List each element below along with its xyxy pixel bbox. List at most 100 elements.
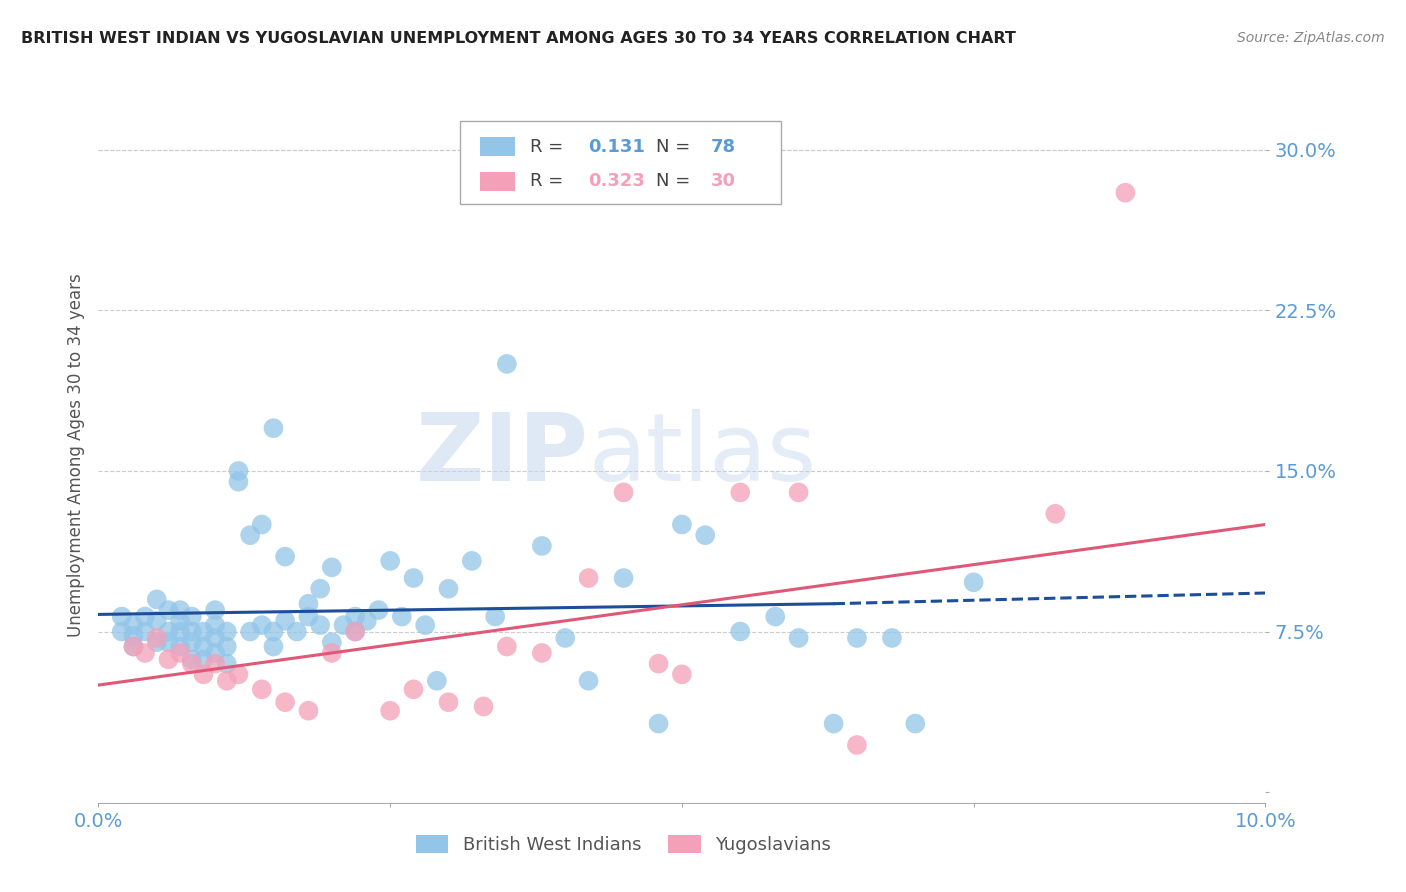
Point: [380, 554, 402, 568]
Point: [262, 640, 284, 654]
Point: [134, 624, 156, 639]
Point: [193, 640, 215, 654]
Point: [215, 657, 238, 671]
Point: [437, 695, 460, 709]
Point: [671, 667, 693, 681]
Point: [157, 624, 180, 639]
Text: 78: 78: [711, 137, 737, 156]
Point: [204, 646, 226, 660]
Point: [321, 646, 343, 660]
Point: [228, 475, 250, 489]
Point: [180, 635, 202, 649]
Point: [962, 575, 984, 590]
Point: [180, 657, 202, 671]
Point: [437, 582, 460, 596]
Point: [880, 631, 903, 645]
Text: 0.323: 0.323: [589, 172, 645, 191]
Point: [297, 609, 319, 624]
Point: [846, 631, 869, 645]
Point: [215, 673, 238, 688]
Point: [157, 652, 180, 666]
Point: [204, 603, 226, 617]
Point: [274, 549, 297, 564]
Legend: British West Indians, Yugoslavians: British West Indians, Yugoslavians: [406, 826, 841, 863]
Point: [344, 624, 367, 639]
Point: [122, 640, 145, 654]
Text: 0.131: 0.131: [589, 137, 645, 156]
Text: BRITISH WEST INDIAN VS YUGOSLAVIAN UNEMPLOYMENT AMONG AGES 30 TO 34 YEARS CORREL: BRITISH WEST INDIAN VS YUGOSLAVIAN UNEMP…: [21, 31, 1017, 46]
Point: [193, 652, 215, 666]
Point: [228, 464, 250, 478]
Point: [846, 738, 869, 752]
Point: [321, 635, 343, 649]
FancyBboxPatch shape: [460, 121, 782, 204]
Point: [763, 609, 786, 624]
Point: [297, 704, 319, 718]
Bar: [479, 137, 515, 156]
Point: [250, 517, 273, 532]
Point: [402, 571, 425, 585]
Point: [309, 618, 332, 632]
Point: [730, 485, 752, 500]
Point: [380, 704, 402, 718]
Text: 30: 30: [711, 172, 737, 191]
Point: [787, 485, 810, 500]
Text: ZIP: ZIP: [416, 409, 589, 501]
Point: [169, 624, 191, 639]
Point: [134, 646, 156, 660]
Point: [344, 624, 367, 639]
Point: [647, 716, 669, 731]
Point: [309, 582, 332, 596]
Point: [554, 631, 576, 645]
Point: [904, 716, 927, 731]
Point: [122, 629, 145, 643]
Point: [204, 631, 226, 645]
Point: [250, 618, 273, 632]
Point: [262, 421, 284, 435]
Point: [472, 699, 495, 714]
Text: R =: R =: [530, 172, 569, 191]
Point: [215, 624, 238, 639]
Point: [204, 618, 226, 632]
Point: [169, 646, 191, 660]
Point: [122, 640, 145, 654]
Point: [274, 695, 297, 709]
Point: [228, 667, 250, 681]
Point: [262, 624, 284, 639]
Text: N =: N =: [657, 172, 696, 191]
Point: [695, 528, 717, 542]
Point: [146, 592, 169, 607]
Point: [157, 635, 180, 649]
Point: [413, 618, 436, 632]
Point: [484, 609, 506, 624]
Text: N =: N =: [657, 137, 696, 156]
Point: [461, 554, 484, 568]
Point: [297, 597, 319, 611]
Point: [823, 716, 845, 731]
Point: [321, 560, 343, 574]
Point: [578, 673, 600, 688]
Point: [578, 571, 600, 585]
Text: Source: ZipAtlas.com: Source: ZipAtlas.com: [1237, 31, 1385, 45]
Point: [344, 609, 367, 624]
Point: [496, 640, 519, 654]
Point: [146, 631, 169, 645]
Point: [250, 682, 273, 697]
Point: [612, 485, 634, 500]
Point: [180, 609, 202, 624]
Point: [285, 624, 308, 639]
Point: [239, 624, 262, 639]
Point: [157, 603, 180, 617]
Point: [402, 682, 425, 697]
Point: [122, 618, 145, 632]
Point: [169, 614, 191, 628]
Point: [169, 640, 191, 654]
Point: [1045, 507, 1067, 521]
Point: [496, 357, 519, 371]
Text: R =: R =: [530, 137, 569, 156]
Y-axis label: Unemployment Among Ages 30 to 34 years: Unemployment Among Ages 30 to 34 years: [66, 273, 84, 637]
Bar: [479, 172, 515, 191]
Point: [111, 609, 134, 624]
Point: [239, 528, 262, 542]
Point: [367, 603, 389, 617]
